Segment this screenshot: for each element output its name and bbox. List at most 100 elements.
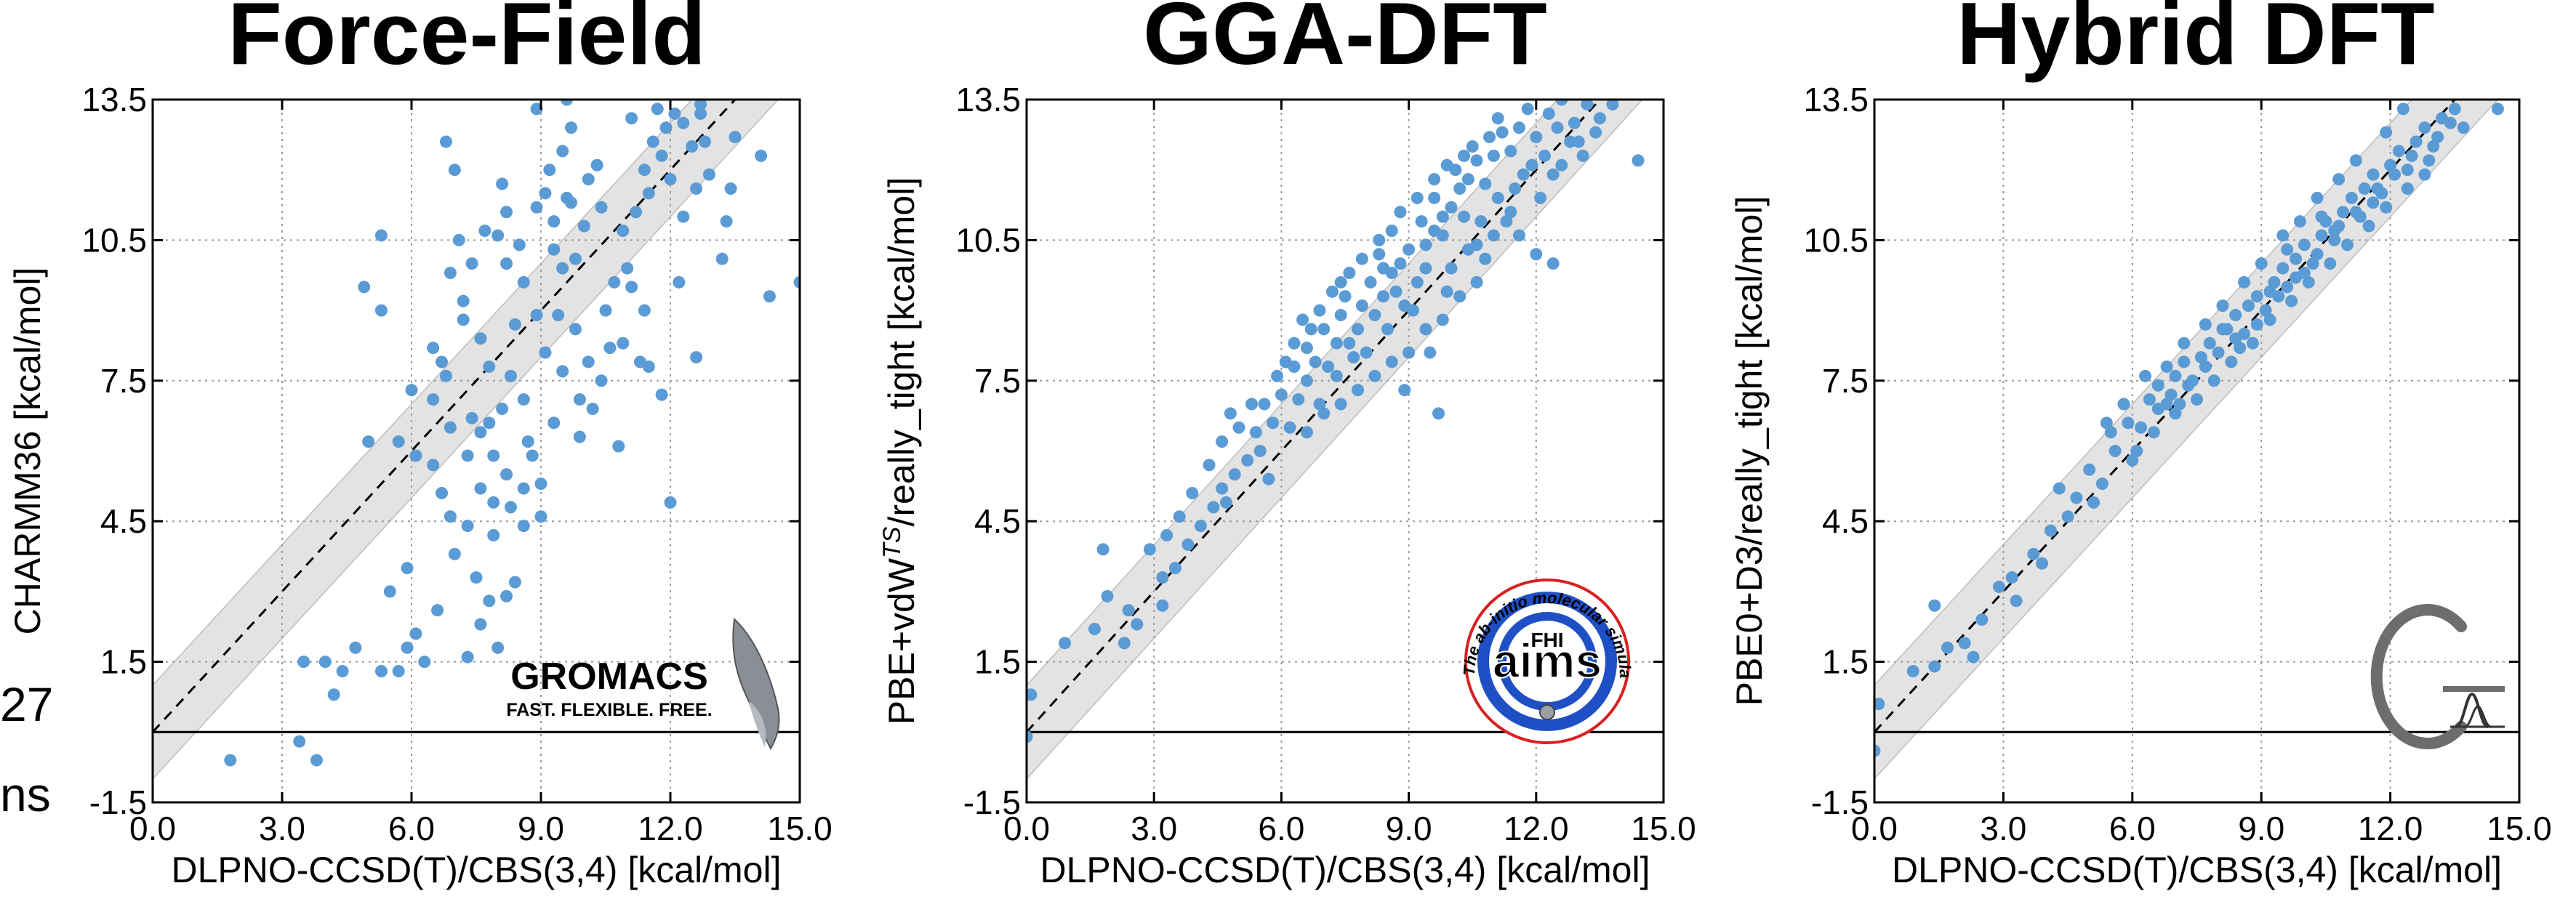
data-point xyxy=(1059,637,1072,650)
data-point xyxy=(1419,323,1432,336)
data-point xyxy=(1258,398,1271,411)
data-point xyxy=(1491,191,1504,204)
data-point xyxy=(577,219,590,233)
data-point xyxy=(702,168,715,181)
y-tick-label: -1.5 xyxy=(89,783,147,821)
data-point xyxy=(2315,210,2328,223)
y-tick-label: 1.5 xyxy=(100,643,147,681)
data-point xyxy=(1551,121,1564,134)
data-point xyxy=(651,102,664,116)
data-point xyxy=(2405,149,2418,162)
data-point xyxy=(500,468,513,481)
x-tick-label: 9.0 xyxy=(518,810,564,847)
data-point xyxy=(2371,182,2384,195)
y-axis-label: CHARMM36 [kcal/mol] xyxy=(7,267,48,635)
data-point xyxy=(1181,538,1195,551)
data-point xyxy=(2095,477,2108,491)
data-point xyxy=(1436,313,1449,326)
data-point xyxy=(500,589,513,602)
data-point xyxy=(1576,149,1589,162)
data-point xyxy=(2122,416,2135,430)
data-point xyxy=(2324,257,2337,270)
data-point xyxy=(1322,360,1335,373)
data-point xyxy=(2234,342,2247,355)
data-point xyxy=(677,210,690,223)
data-point xyxy=(2340,238,2354,251)
data-point xyxy=(1874,698,1885,711)
data-point xyxy=(1458,149,1471,162)
data-point xyxy=(1143,543,1156,556)
data-point xyxy=(530,102,543,116)
data-point xyxy=(1593,112,1606,125)
data-point xyxy=(2345,191,2358,204)
g-letter-icon xyxy=(2370,604,2467,749)
data-point xyxy=(2380,201,2393,214)
data-point xyxy=(1479,252,1492,265)
data-point xyxy=(2293,215,2306,228)
data-point xyxy=(1509,182,1522,195)
data-point xyxy=(556,145,569,158)
data-point xyxy=(2367,196,2380,209)
data-point xyxy=(2268,275,2281,289)
y-tick-label: 7.5 xyxy=(1822,362,1869,400)
x-tick-label: 6.0 xyxy=(1258,810,1304,847)
data-point xyxy=(483,360,496,373)
data-point xyxy=(504,501,517,514)
panel-1: 0.0 3.0 6.0 9.0 12.0 15.0 -1.5 1.5 4.5 7.5 10.5 13.… xyxy=(7,0,832,890)
data-point xyxy=(2281,243,2294,256)
data-point xyxy=(374,229,388,242)
x-tick-label: 0.0 xyxy=(1003,810,1050,847)
data-point xyxy=(1241,454,1254,467)
data-point xyxy=(517,482,530,495)
data-point xyxy=(569,323,582,336)
data-point xyxy=(2139,369,2152,382)
data-point xyxy=(659,121,673,134)
data-point xyxy=(521,435,534,448)
data-point xyxy=(1330,369,1343,382)
data-point xyxy=(664,173,677,186)
data-point xyxy=(1512,121,1525,134)
data-point xyxy=(612,440,625,453)
data-point xyxy=(2298,267,2311,280)
data-point xyxy=(2225,355,2238,368)
data-point xyxy=(755,149,768,162)
data-point xyxy=(327,688,340,701)
data-point xyxy=(2263,285,2276,298)
data-point xyxy=(1470,154,1483,167)
data-point xyxy=(2259,304,2272,317)
data-point xyxy=(547,215,561,228)
data-point xyxy=(2384,158,2397,172)
data-point xyxy=(1581,100,1594,110)
data-point xyxy=(1512,229,1525,242)
data-point xyxy=(2151,379,2164,392)
data-point xyxy=(1224,407,1237,420)
data-point xyxy=(2392,145,2405,158)
data-point xyxy=(444,267,457,280)
data-point xyxy=(630,206,643,219)
data-point xyxy=(1343,336,1356,350)
data-point xyxy=(1352,384,1365,397)
data-point xyxy=(1517,168,1530,181)
data-point xyxy=(1373,233,1386,246)
data-point xyxy=(1967,650,1980,664)
data-point xyxy=(1394,206,1407,219)
data-point xyxy=(2061,510,2074,523)
data-point xyxy=(1313,304,1326,317)
data-point xyxy=(534,510,547,523)
data-point xyxy=(547,416,561,430)
data-point xyxy=(1101,589,1114,602)
data-point xyxy=(1343,267,1356,280)
data-point xyxy=(517,275,530,289)
y-tick-label: 1.5 xyxy=(974,643,1021,681)
data-point xyxy=(1466,140,1479,153)
data-point xyxy=(2332,173,2346,186)
data-point xyxy=(427,342,440,355)
data-point xyxy=(565,121,578,134)
data-point xyxy=(500,206,513,219)
aims-fhi: FHI xyxy=(1530,629,1563,651)
data-point xyxy=(595,374,608,387)
data-point xyxy=(2178,336,2191,350)
axes-frame xyxy=(1025,98,1665,804)
data-point xyxy=(2255,257,2268,270)
